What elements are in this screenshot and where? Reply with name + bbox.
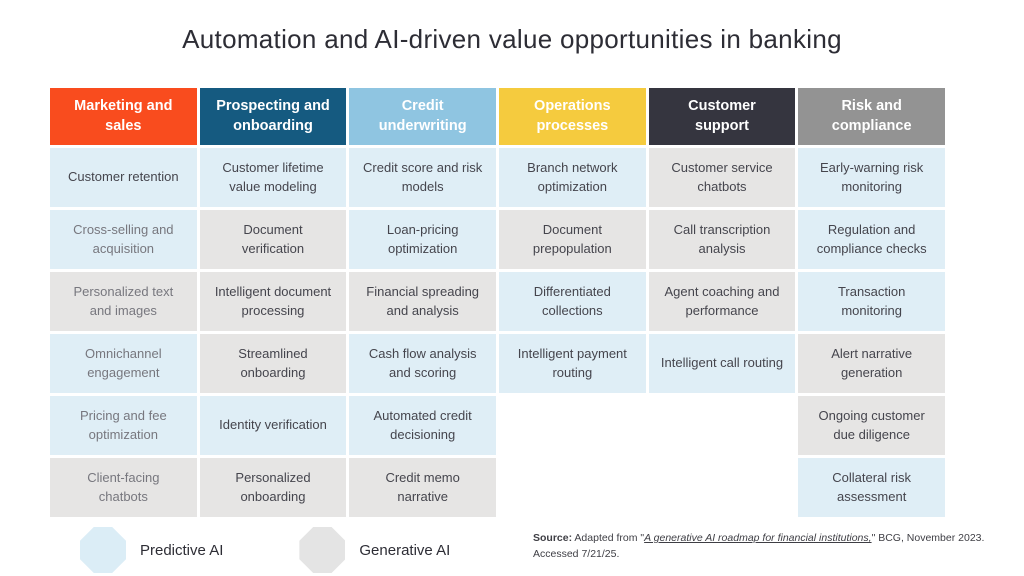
value-cell: Credit memo narrative bbox=[349, 458, 496, 517]
matrix-table: Marketing and sales Customer retention Cro… bbox=[50, 88, 945, 517]
value-cell: Document verification bbox=[199, 210, 347, 269]
value-cell: Early-warning risk monitoring bbox=[798, 148, 945, 207]
value-cell: Intelligent payment routing bbox=[499, 334, 646, 393]
value-cell: Loan-pricing optimization bbox=[349, 210, 496, 269]
value-cell: Personalized text and images bbox=[50, 272, 197, 331]
value-cell: Cash flow analysis and scoring bbox=[349, 334, 496, 393]
column-header: Risk and compliance bbox=[798, 88, 945, 145]
source-link[interactable]: A generative AI roadmap for financial in… bbox=[644, 532, 872, 544]
value-cell: Ongoing customer due diligence bbox=[798, 396, 945, 455]
value-cell: Agent coaching and performance bbox=[648, 272, 796, 331]
value-cell: Regulation and compliance checks bbox=[798, 210, 945, 269]
predictive-ai-swatch-icon bbox=[80, 527, 126, 573]
value-cell: Pricing and fee optimization bbox=[50, 396, 197, 455]
empty-cell bbox=[499, 458, 646, 517]
source-note: Source: Adapted from "A generative AI ro… bbox=[533, 530, 985, 563]
value-cell: Credit score and risk models bbox=[349, 148, 496, 207]
value-cell: Differentiated collections bbox=[499, 272, 646, 331]
legend-label: Generative AI bbox=[359, 541, 451, 559]
column-header: Operations processes bbox=[499, 88, 646, 145]
source-label: Source: bbox=[533, 532, 573, 544]
column-header: Customer support bbox=[648, 88, 796, 145]
source-suffix: " BCG, November 2023. bbox=[871, 532, 985, 544]
value-cell: Financial spreading and analysis bbox=[349, 272, 496, 331]
legend: Predictive AI Generative AI bbox=[80, 527, 450, 573]
value-cell: Customer retention bbox=[50, 148, 197, 207]
value-cell: Customer service chatbots bbox=[648, 148, 796, 207]
source-prefix: Adapted from " bbox=[572, 532, 645, 544]
value-cell: Intelligent call routing bbox=[648, 334, 796, 393]
value-cell: Cross-selling and acquisition bbox=[50, 210, 197, 269]
legend-label: Predictive AI bbox=[140, 541, 224, 559]
value-cell: Branch network optimization bbox=[499, 148, 646, 207]
value-cell: Streamlined onboarding bbox=[199, 334, 347, 393]
value-cell: Automated credit decisioning bbox=[349, 396, 496, 455]
value-cell: Customer lifetime value modeling bbox=[199, 148, 347, 207]
source-accessed: Accessed 7/21/25. bbox=[533, 548, 620, 561]
value-cell: Call transcription analysis bbox=[648, 210, 796, 269]
generative-ai-swatch-icon bbox=[299, 527, 346, 573]
column-header: Credit underwriting bbox=[349, 88, 496, 145]
legend-item-predictive: Predictive AI bbox=[80, 527, 223, 573]
empty-cell bbox=[649, 458, 796, 517]
column-header: Marketing and sales bbox=[50, 88, 197, 145]
page-title: Automation and AI-driven value opportuni… bbox=[182, 24, 842, 54]
value-cell: Intelligent document processing bbox=[199, 272, 347, 331]
value-cell: Identity verification bbox=[199, 396, 347, 455]
value-cell: Collateral risk assessment bbox=[798, 458, 945, 517]
value-cell: Transaction monitoring bbox=[798, 272, 945, 331]
value-cell: Alert narrative generation bbox=[798, 334, 945, 393]
value-cell: Document prepopulation bbox=[499, 210, 646, 269]
legend-item-generative: Generative AI bbox=[299, 527, 450, 573]
empty-cell bbox=[649, 396, 796, 455]
value-cell: Client-facing chatbots bbox=[50, 458, 197, 517]
value-cell: Personalized onboarding bbox=[199, 458, 347, 517]
empty-cell bbox=[499, 396, 646, 455]
value-cell: Omnichannel engagement bbox=[50, 334, 197, 393]
column-header: Prospecting and onboarding bbox=[199, 88, 347, 145]
